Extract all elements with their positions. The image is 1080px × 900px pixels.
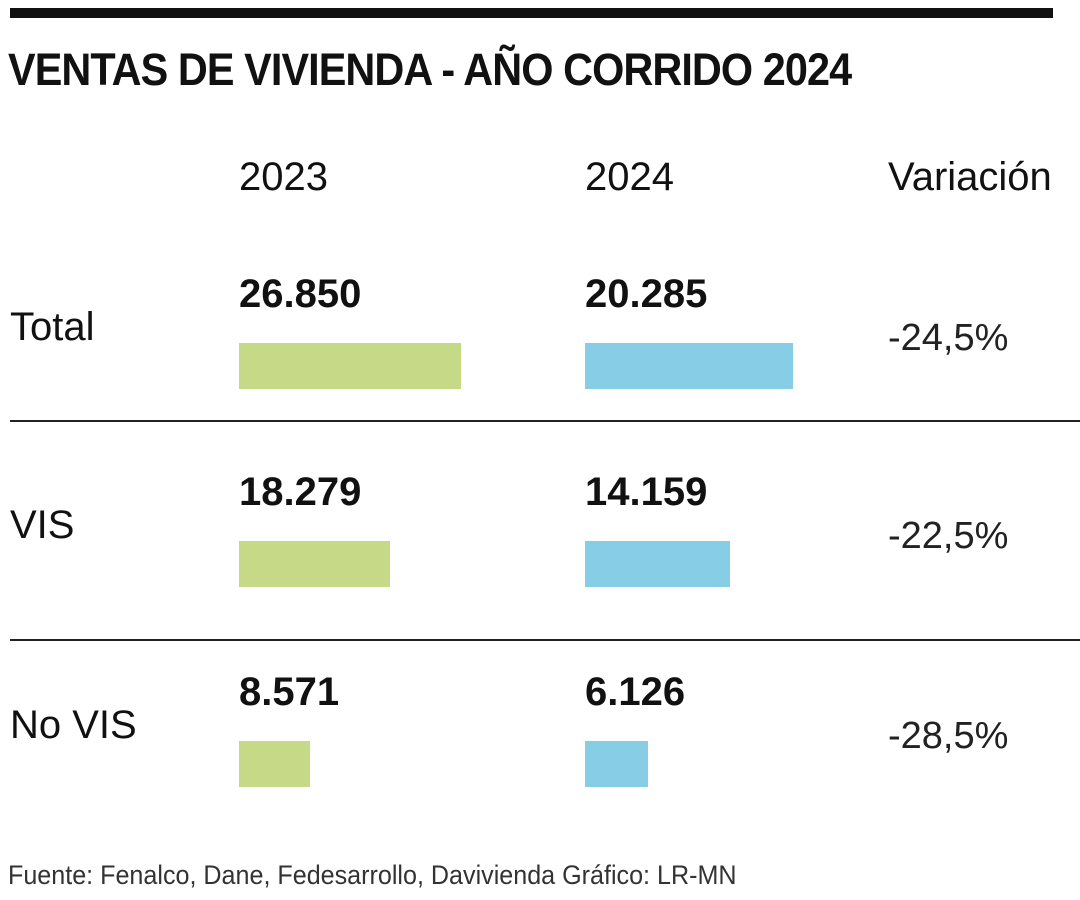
source-note: Fuente: Fenalco, Dane, Fedesarrollo, Dav… [8, 860, 737, 890]
bar-2024-vis [585, 541, 731, 587]
row-label-total: Total [10, 305, 95, 349]
value-label-2023-total: 26.850 [239, 272, 362, 316]
chart-title: VENTAS DE VIVIENDA - AÑO CORRIDO 2024 [8, 44, 852, 95]
row-divider [10, 420, 1080, 422]
top-rule [10, 8, 1053, 18]
bar-2024-total [585, 343, 793, 389]
value-label-2024-vis: 14.159 [585, 470, 708, 514]
value-label-2024-total: 20.285 [585, 272, 708, 316]
bar-2024-no-vis [585, 741, 648, 787]
bar-2023-no-vis [239, 741, 310, 787]
bar-2023-vis [239, 541, 391, 587]
value-label-2024-no-vis: 6.126 [585, 670, 686, 714]
column-header-2023: 2023 [239, 155, 328, 199]
bar-2023-total [239, 343, 461, 389]
row-label-vis: VIS [10, 503, 75, 547]
variation-total: -24,5% [888, 317, 1009, 359]
column-header-2024: 2024 [585, 155, 674, 199]
value-label-2023-no-vis: 8.571 [239, 670, 340, 714]
variation-no-vis: -28,5% [888, 715, 1009, 757]
column-header-variation: Variación [888, 155, 1052, 199]
value-label-2023-vis: 18.279 [239, 470, 362, 514]
row-label-no-vis: No VIS [10, 703, 137, 747]
variation-vis: -22,5% [888, 515, 1009, 557]
row-divider [10, 639, 1080, 641]
